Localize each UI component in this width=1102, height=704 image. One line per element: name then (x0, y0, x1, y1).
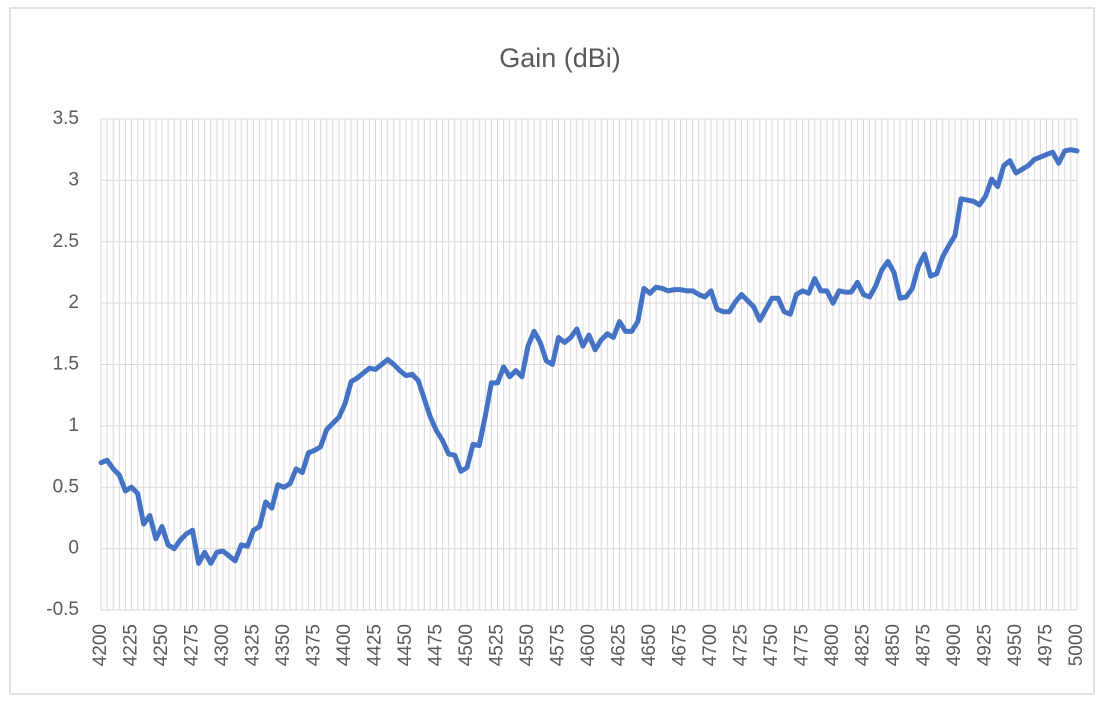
y-tick-label: 0 (68, 538, 79, 559)
chart-title: Gain (dBi) (499, 43, 621, 73)
x-tick-label: 4550 (517, 624, 538, 666)
x-tick-label: 4675 (670, 624, 691, 666)
x-tick-label: 4275 (182, 624, 203, 666)
y-tick-label: 3 (68, 169, 79, 190)
x-tick-label: 4725 (731, 624, 752, 666)
x-tick-label: 4325 (243, 624, 264, 666)
x-tick-label: 4900 (944, 624, 965, 666)
x-tick-label: 5000 (1066, 624, 1087, 666)
x-tick-label: 4750 (761, 624, 782, 666)
x-tick-label: 4850 (883, 624, 904, 666)
y-tick-label: 1 (68, 415, 79, 436)
x-tick-label: 4300 (212, 624, 233, 666)
x-tick-label: 4500 (456, 624, 477, 666)
x-tick-label: 4775 (792, 624, 813, 666)
x-tick-label: 4575 (548, 624, 569, 666)
y-tick-label: 0.5 (53, 476, 79, 497)
y-tick-label: 1.5 (53, 354, 79, 375)
x-tick-label: 4350 (273, 624, 294, 666)
x-tick-label: 4600 (578, 624, 599, 666)
x-tick-label: 4200 (90, 624, 111, 666)
x-tick-label: 4650 (639, 624, 660, 666)
x-tick-label: 4925 (975, 624, 996, 666)
x-tick-label: 4825 (853, 624, 874, 666)
x-tick-label: 4250 (151, 624, 172, 666)
x-tick-label: 4625 (609, 624, 630, 666)
y-tick-label: 2.5 (53, 231, 79, 252)
x-tick-label: 4375 (304, 624, 325, 666)
x-tick-label: 4425 (365, 624, 386, 666)
x-tick-label: 4700 (700, 624, 721, 666)
x-tick-label: 4950 (1005, 624, 1026, 666)
y-tick-label: 2 (68, 292, 79, 313)
x-tick-label: 4400 (334, 624, 355, 666)
x-tick-label: 4800 (822, 624, 843, 666)
x-tick-label: 4450 (395, 624, 416, 666)
x-tick-label: 4875 (914, 624, 935, 666)
x-tick-label: 4525 (487, 624, 508, 666)
x-tick-label: 4475 (426, 624, 447, 666)
x-tick-label: 4975 (1036, 624, 1057, 666)
line-series (98, 147, 1080, 566)
x-tick-label: 4225 (121, 624, 142, 666)
y-tick-label: -0.5 (46, 599, 79, 620)
y-tick-label: 3.5 (53, 108, 79, 129)
